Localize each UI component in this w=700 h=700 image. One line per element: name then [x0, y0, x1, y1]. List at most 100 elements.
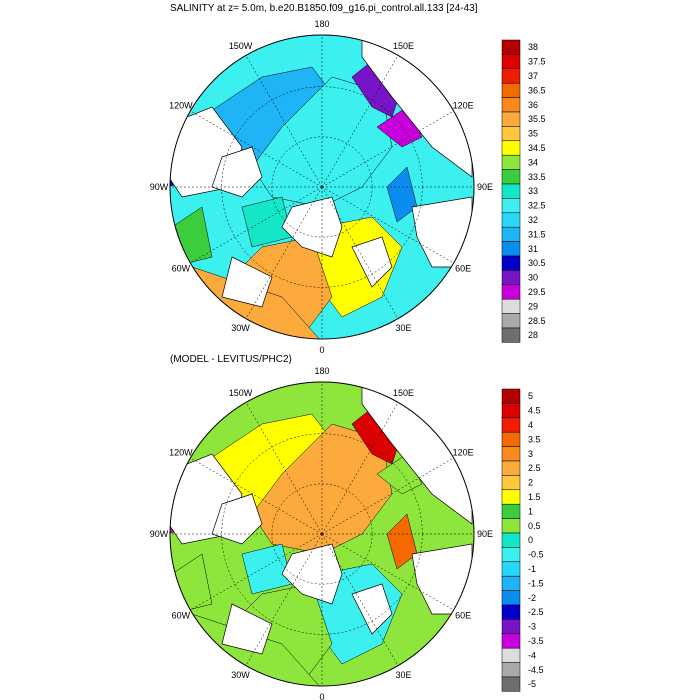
meridian-line: [245, 402, 323, 535]
salinity-map: [170, 35, 474, 339]
colorbar-swatch: [501, 590, 521, 606]
colorbar-tick-label: -2.5: [528, 607, 544, 617]
longitude-label: 150E: [393, 388, 414, 398]
colorbar-swatch: [501, 518, 521, 534]
meridian-line: [190, 186, 323, 264]
colorbar-swatch: [501, 126, 521, 142]
colorbar-swatch: [501, 547, 521, 563]
colorbar-tick-label: -1: [528, 564, 536, 574]
difference-panel: (MODEL - LEVITUS/PHC2) 180 150E 120E 90E 60E…: [150, 354, 544, 700]
colorbar-swatch: [501, 460, 521, 476]
longitude-label: 0: [319, 692, 324, 700]
meridian-line: [321, 110, 454, 188]
longitude-label: 60E: [455, 264, 471, 274]
meridian-line: [321, 533, 399, 666]
colorbar-swatch: [501, 662, 521, 678]
colorbar-swatch: [501, 388, 521, 404]
land-mass: [221, 603, 273, 655]
colorbar-swatch: [501, 270, 521, 286]
colorbar-swatch: [501, 183, 521, 199]
meridian-line: [321, 402, 399, 535]
latitude-circle: [221, 433, 423, 635]
colorbar-tick-label: 32.5: [528, 201, 546, 211]
colorbar-tick-label: 30.5: [528, 258, 546, 268]
longitude-label: 30E: [395, 670, 411, 680]
land-mass: [281, 543, 343, 605]
colorbar-tick-label: -2: [528, 593, 536, 603]
colorbar-swatch: [501, 327, 521, 343]
colorbar-tick-label: 0.5: [528, 521, 541, 531]
colorbar-swatch: [501, 431, 521, 447]
longitude-label: 60W: [172, 611, 191, 621]
salinity-title: SALINITY at z= 5.0m, b.e20.B1850.f09_g16…: [170, 3, 478, 14]
longitude-label: 30E: [395, 323, 411, 333]
colorbar-tick-label: 33.5: [528, 172, 546, 182]
longitude-label: 120W: [169, 448, 193, 458]
colorbar-swatch: [501, 39, 521, 55]
map-border: [169, 381, 475, 687]
colorbar-swatch: [501, 503, 521, 519]
meridian-line: [190, 457, 323, 535]
colorbar-swatch: [501, 212, 521, 228]
colorbar-swatch: [501, 82, 521, 98]
colorbar-swatch: [501, 313, 521, 329]
colorbar-tick-label: 1.5: [528, 492, 541, 502]
colorbar-tick-label: 37.5: [528, 57, 546, 67]
colorbar-tick-label: -1.5: [528, 578, 544, 588]
colorbar-swatch: [501, 298, 521, 314]
longitude-label: 90E: [477, 529, 493, 539]
longitude-label: 150W: [229, 41, 253, 51]
latitude-circle: [221, 86, 423, 288]
colorbar-swatch: [501, 575, 521, 591]
meridian-line: [321, 186, 454, 264]
colorbar-tick-label: 31.5: [528, 229, 546, 239]
colorbar-tick-label: 34: [528, 157, 538, 167]
longitude-label: 120W: [169, 101, 193, 111]
longitude-label: 60E: [455, 611, 471, 621]
longitude-label: 60W: [172, 264, 191, 274]
colorbar-swatch: [501, 446, 521, 462]
colorbar-tick-label: 4: [528, 420, 533, 430]
colorbar-tick-label: 29: [528, 301, 538, 311]
colorbar-tick-label: 3.5: [528, 434, 541, 444]
meridian-line: [190, 110, 323, 188]
colorbar-swatch: [501, 284, 521, 300]
colorbar-tick-label: 28.5: [528, 316, 546, 326]
colorbar-tick-label: 35.5: [528, 114, 546, 124]
colorbar-swatch: [501, 647, 521, 663]
land-mass: [351, 583, 393, 635]
colorbar-tick-label: 35: [528, 129, 538, 139]
meridian-line: [321, 533, 454, 611]
colorbar-tick-label: 36.5: [528, 85, 546, 95]
meridian-line: [245, 55, 323, 188]
longitude-label: 0: [319, 345, 324, 355]
longitude-label: 30W: [231, 323, 250, 333]
colorbar-tick-label: 2: [528, 478, 533, 488]
colorbar-tick-label: -4: [528, 650, 536, 660]
colorbar-tick-label: 34.5: [528, 143, 546, 153]
meridian-line: [321, 55, 399, 188]
colorbar-swatch: [501, 561, 521, 577]
longitude-label: 150W: [229, 388, 253, 398]
colorbar-swatch: [501, 68, 521, 84]
colorbar-tick-label: 31: [528, 244, 538, 254]
colorbar-swatch: [501, 226, 521, 242]
colorbar-tick-label: 37: [528, 71, 538, 81]
colorbar-tick-label: -3.5: [528, 636, 544, 646]
colorbar-tick-label: -4.5: [528, 665, 544, 675]
land-mass: [281, 196, 343, 258]
colorbar-tick-label: 36: [528, 100, 538, 110]
colorbar-tick-label: -5: [528, 679, 536, 689]
colorbar-swatch: [501, 417, 521, 433]
colorbar-swatch: [501, 255, 521, 271]
salinity-panel: SALINITY at z= 5.0m, b.e20.B1850.f09_g16…: [150, 3, 546, 355]
colorbar-swatch: [501, 676, 521, 692]
latitude-circle: [271, 483, 373, 585]
map-border: [169, 34, 475, 340]
colorbar-swatch: [501, 489, 521, 505]
longitude-label: 90W: [150, 529, 169, 539]
colorbar-swatch: [501, 633, 521, 649]
colorbar-tick-label: 3: [528, 449, 533, 459]
difference-title: (MODEL - LEVITUS/PHC2): [170, 354, 292, 365]
